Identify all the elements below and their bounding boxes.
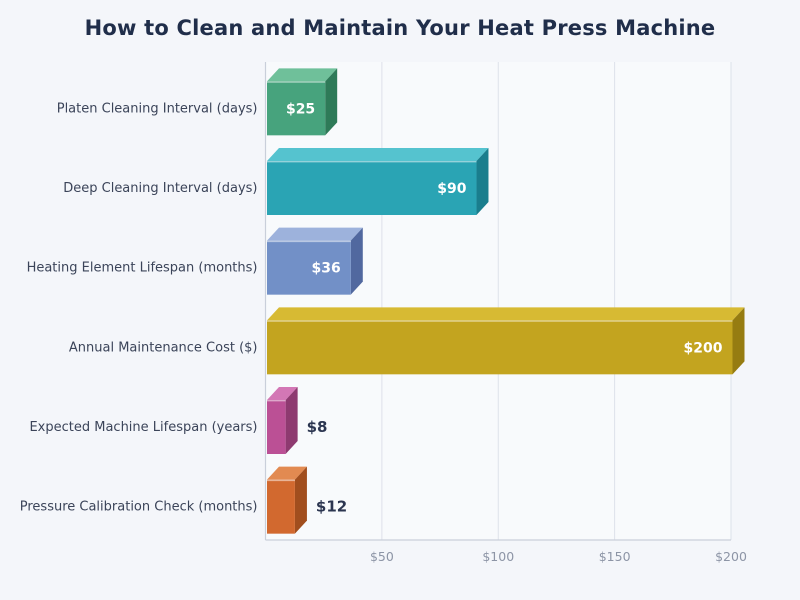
bar-top-face <box>267 466 307 480</box>
value-label-heating-element-lifespan-months: $36 <box>312 261 341 277</box>
bar-expected-machine-lifespan-years: $8 <box>267 387 327 454</box>
value-label-deep-cleaning-interval-days: $90 <box>437 181 466 197</box>
bar-top-face <box>267 387 298 400</box>
x-tick-label-200: $200 <box>715 549 747 564</box>
bar-side-face <box>476 148 489 215</box>
bar-side-face <box>294 466 307 534</box>
bar-front-face <box>267 400 286 454</box>
bar-top-face <box>267 307 745 321</box>
value-label-annual-maintenance-cost: $200 <box>684 340 723 356</box>
bar-pressure-calibration-check-months: $12 <box>267 466 347 534</box>
x-tick-label-150: $150 <box>599 549 631 564</box>
bar-heating-element-lifespan-months: $36 <box>267 227 363 295</box>
bar-top-face <box>267 227 363 241</box>
value-label-pressure-calibration-check-months: $12 <box>316 498 347 516</box>
chart-title: How to Clean and Maintain Your Heat Pres… <box>84 16 716 40</box>
bar-deep-cleaning-interval-days: $90 <box>267 148 489 215</box>
bar-platen-cleaning-interval-days: $25 <box>267 68 338 136</box>
bar-annual-maintenance-cost: $200 <box>267 307 745 375</box>
category-label-platen-cleaning-interval-days: Platen Cleaning Interval (days) <box>57 101 258 116</box>
bar-top-face <box>267 68 338 82</box>
category-label-annual-maintenance-cost: Annual Maintenance Cost ($) <box>69 340 258 355</box>
bar-front-face <box>267 320 733 375</box>
bar-front-face <box>267 81 326 136</box>
bar-side-face <box>350 227 363 295</box>
x-tick-label-100: $100 <box>482 549 514 564</box>
category-label-pressure-calibration-check-months: Pressure Calibration Check (months) <box>20 500 258 515</box>
category-label-expected-machine-lifespan-years: Expected Machine Lifespan (years) <box>29 420 257 435</box>
bar-top-face <box>267 148 489 161</box>
category-label-heating-element-lifespan-months: Heating Element Lifespan (months) <box>27 261 258 276</box>
category-label-deep-cleaning-interval-days: Deep Cleaning Interval (days) <box>63 181 257 196</box>
x-tick-label-50: $50 <box>370 549 394 564</box>
value-label-expected-machine-lifespan-years: $8 <box>307 418 328 436</box>
bar-side-face <box>732 307 745 375</box>
bar-front-face <box>267 161 477 215</box>
value-label-platen-cleaning-interval-days: $25 <box>286 101 315 117</box>
bar-front-face <box>267 479 295 534</box>
bar-front-face <box>267 240 351 295</box>
bar-side-face <box>325 68 338 136</box>
bar-side-face <box>285 387 298 454</box>
